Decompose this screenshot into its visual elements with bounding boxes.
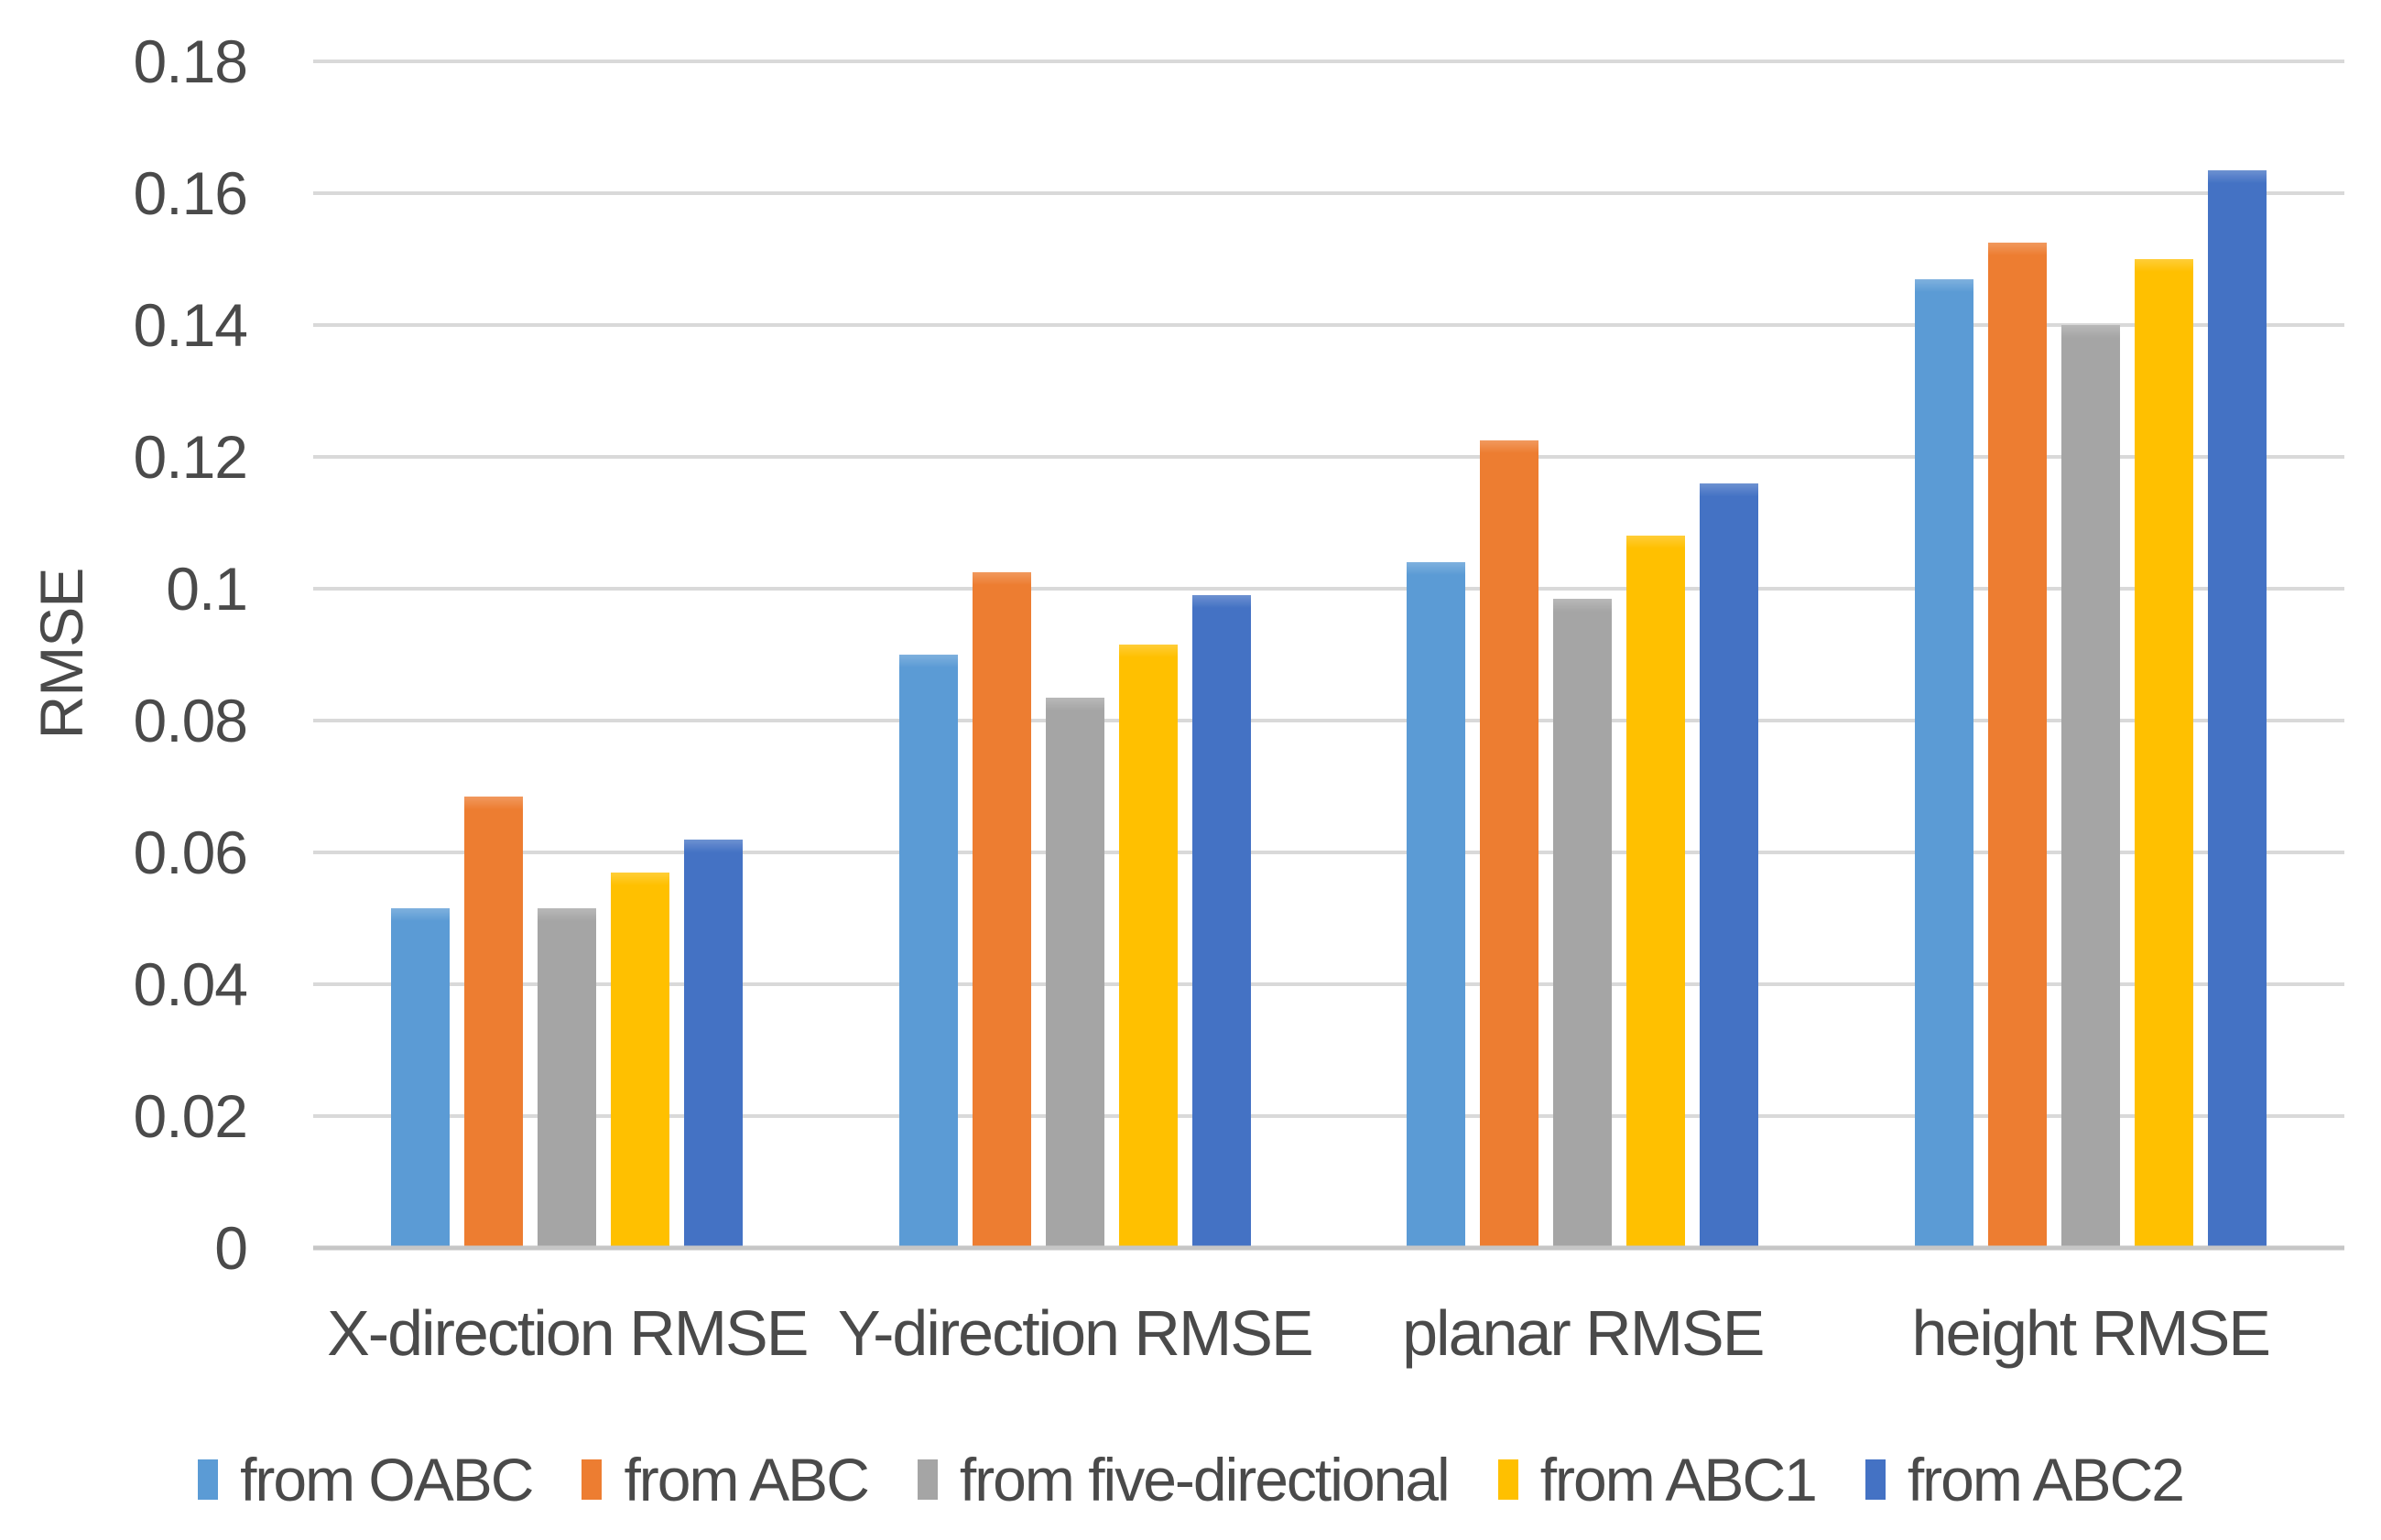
bar-group — [313, 61, 821, 1248]
plot-area — [313, 60, 2344, 1251]
x-category-label: Y-direction RMSE — [837, 1297, 1314, 1369]
legend-marker — [917, 1459, 938, 1500]
bar — [1407, 562, 1466, 1248]
bar — [1914, 278, 1973, 1248]
y-axis-tick-labels: 0.18 0.16 0.14 0.12 0.1 0.08 0.06 0.04 0.02 0 — [0, 31, 248, 1278]
bar — [611, 872, 670, 1248]
bar — [1480, 440, 1539, 1248]
y-tick-label: 0.08 — [133, 687, 248, 754]
bar-group — [1837, 61, 2345, 1248]
gridline — [313, 60, 2344, 63]
gridline — [313, 851, 2344, 854]
bar — [898, 655, 958, 1248]
x-axis-category-labels: X-direction RMSE Y-direction RMSE planar R… — [313, 1298, 2344, 1369]
legend-marker — [1497, 1459, 1518, 1500]
x-axis-line — [313, 1245, 2344, 1251]
x-category-label: planar RMSE — [1402, 1297, 1765, 1369]
gridline — [313, 982, 2344, 986]
bar — [2060, 325, 2120, 1248]
y-tick-label: 0.1 — [166, 554, 248, 623]
legend-label: from OABC — [240, 1446, 534, 1513]
legend-item: from five-directional — [917, 1445, 1451, 1514]
x-category-label: X-direction RMSE — [327, 1297, 809, 1369]
bar — [1191, 595, 1251, 1248]
legend-item: from OABC — [198, 1445, 534, 1514]
gridline — [313, 1113, 2344, 1118]
legend-item: from ABC2 — [1865, 1445, 2185, 1514]
bar — [1626, 536, 1686, 1248]
y-tick-label: 0 — [214, 1214, 248, 1282]
bar — [1553, 598, 1613, 1248]
legend-label: from ABC — [624, 1446, 869, 1513]
y-tick-label: 0.14 — [133, 290, 248, 359]
gridline — [313, 719, 2344, 722]
y-tick-label: 0.12 — [133, 423, 248, 491]
legend-item: from ABC1 — [1497, 1445, 1818, 1514]
legend-marker — [1865, 1459, 1886, 1500]
y-tick-label: 0.02 — [133, 1081, 248, 1150]
gridline — [313, 322, 2344, 327]
legend: from OABC from ABC from five-directional fr… — [0, 1445, 2381, 1514]
bar-groups — [313, 61, 2344, 1248]
bar — [2207, 169, 2267, 1248]
gridline — [313, 455, 2344, 459]
bar — [464, 796, 524, 1248]
y-tick-label: 0.18 — [133, 27, 248, 95]
bar — [1045, 697, 1104, 1248]
gridline — [313, 190, 2344, 195]
gridline — [313, 586, 2344, 591]
bar — [1987, 243, 2047, 1248]
legend-label: from ABC1 — [1539, 1446, 1818, 1513]
legend-marker — [198, 1459, 219, 1500]
bar-group — [821, 61, 1330, 1248]
legend-label: from five-directional — [959, 1446, 1451, 1513]
bar — [538, 908, 597, 1248]
legend-marker — [582, 1459, 603, 1500]
bar — [684, 839, 744, 1248]
bar — [972, 572, 1031, 1248]
bar — [391, 908, 451, 1248]
bar-group — [1329, 61, 1837, 1248]
y-tick-label: 0.04 — [133, 950, 248, 1018]
legend-item: from ABC — [582, 1445, 870, 1514]
y-tick-label: 0.16 — [133, 158, 248, 227]
bar — [1700, 483, 1759, 1248]
bar — [1118, 645, 1178, 1248]
bar — [2134, 259, 2193, 1248]
y-tick-label: 0.06 — [133, 819, 248, 886]
x-category-label: height RMSE — [1911, 1297, 2271, 1369]
legend-label: from ABC2 — [1907, 1446, 2185, 1513]
